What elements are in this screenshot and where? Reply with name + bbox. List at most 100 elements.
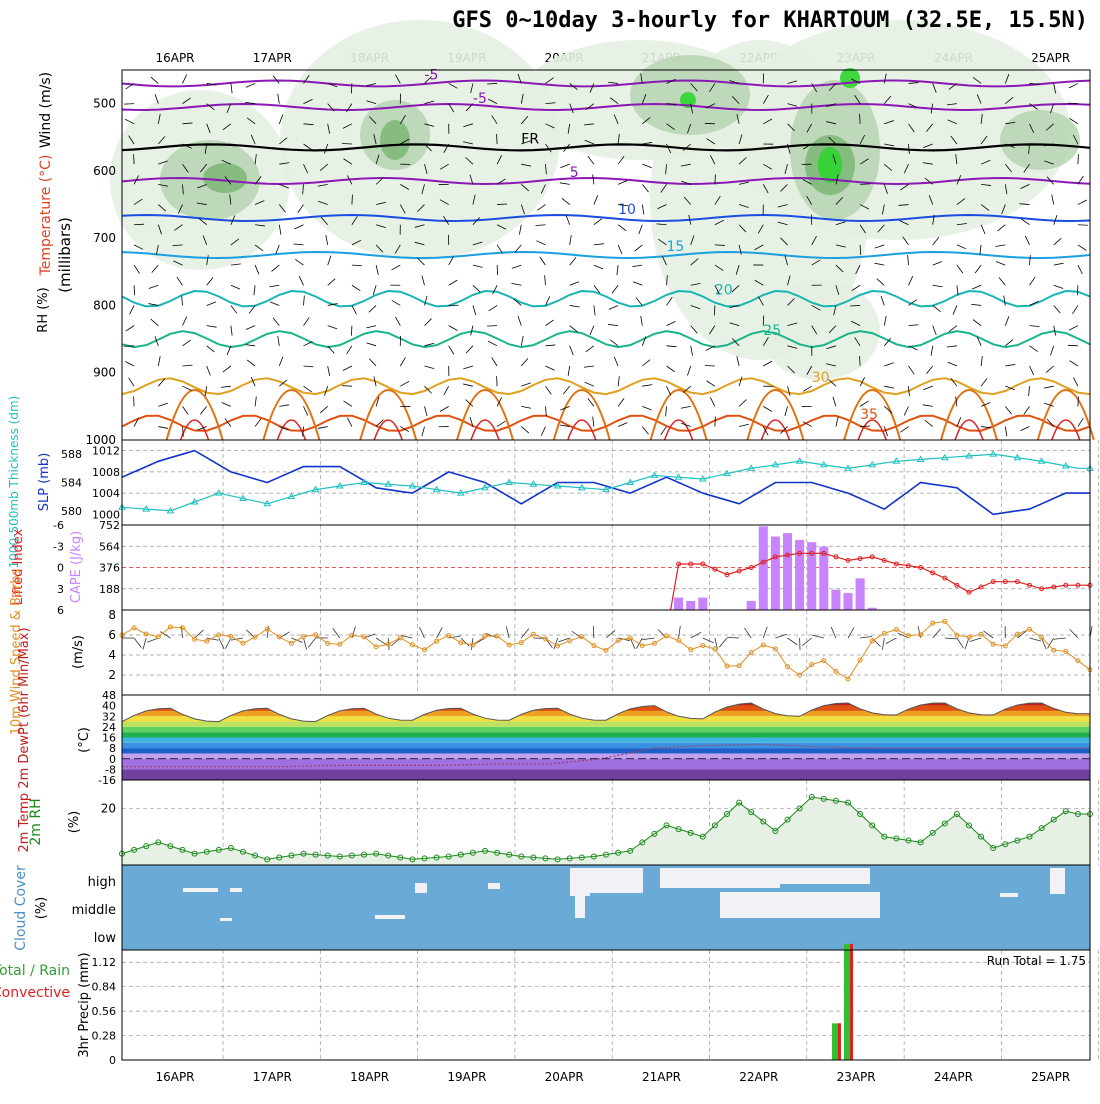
date-label-bottom: 25APR: [1031, 1070, 1070, 1084]
wind-barb: [521, 336, 523, 346]
cloud-patch: [830, 868, 870, 876]
rh2m-panel: 20: [101, 780, 1099, 865]
pressure-tick: 700: [93, 231, 116, 245]
wind-barb: [295, 259, 303, 265]
cape-bar: [807, 542, 816, 610]
wind-barb: [1078, 265, 1083, 274]
wind-barb: [536, 241, 545, 245]
precip-axis-label: 3hr Precip (mm): [77, 952, 92, 1057]
wind-barb: [492, 358, 497, 366]
wind-barb: [1052, 195, 1054, 205]
wind-barb: [636, 298, 642, 306]
surface-wind-barb: [521, 629, 529, 638]
wind-barb: [1005, 427, 1007, 437]
wind-barb: [1054, 285, 1063, 288]
wind-barb: [975, 265, 981, 273]
wind-barb: [642, 406, 651, 410]
wind-barb: [541, 427, 545, 436]
wind-barb: [152, 265, 159, 273]
cape-bar: [686, 601, 695, 610]
wind-barb: [562, 198, 570, 204]
isotherm-30: [122, 378, 1090, 394]
wind-barb: [588, 156, 594, 164]
wind-barb: [933, 305, 941, 311]
wind-barb: [347, 418, 352, 427]
date-label-bottom: 18APR: [350, 1070, 389, 1084]
surface-wind-barb: [882, 638, 884, 650]
wind-barb: [609, 305, 618, 309]
date-label-bottom: 22APR: [739, 1070, 778, 1084]
wind-barb: [425, 406, 428, 416]
wind-barb: [1078, 154, 1079, 164]
wind-barb: [255, 265, 259, 274]
wind-barb: [129, 378, 134, 386]
wind-barb: [272, 265, 280, 271]
isotherm-label: 15: [667, 239, 685, 255]
wind-barb: [981, 225, 985, 234]
temp-band: [122, 769, 1090, 780]
wind-barb: [400, 357, 405, 366]
wind-barb: [739, 400, 746, 407]
temp-band: [122, 722, 1090, 727]
wind-barb: [933, 326, 937, 335]
wind-barb: [246, 326, 255, 330]
wind-barb: [1078, 200, 1087, 205]
wind-barb: [570, 257, 576, 265]
wind-barb: [1046, 366, 1054, 373]
isotherm-label: FR: [521, 131, 539, 147]
cloud-level-label: middle: [72, 903, 116, 918]
wind-barb: [376, 265, 378, 275]
surface-wind-barb: [1030, 638, 1042, 641]
cape-tick: 376: [99, 562, 120, 575]
wind-barb: [207, 366, 211, 375]
precip-total-label: Total / Rain: [0, 963, 70, 979]
wind-barb: [346, 346, 351, 354]
surface-wind-barb: [246, 630, 255, 638]
isotherm-label: -5: [473, 91, 487, 107]
wind-barb: [546, 320, 554, 326]
temp-band: [122, 743, 1090, 748]
surface-wind-barb: [506, 626, 509, 638]
wind-barb: [1050, 346, 1053, 355]
wind-barb: [739, 377, 742, 387]
wind-barb: [207, 346, 215, 352]
wind-barb: [568, 366, 570, 376]
rh-shading: [380, 120, 410, 160]
wind-barb: [852, 285, 860, 290]
wind-barb: [299, 276, 303, 285]
wind-barb: [342, 143, 352, 144]
wind-barb: [788, 386, 791, 396]
cape-axis-label: CAPE (J/kg): [69, 531, 84, 603]
wind-barb: [369, 305, 376, 312]
wind-barb: [497, 421, 505, 426]
wind-barb: [1078, 225, 1088, 226]
cloud-patch: [220, 918, 232, 921]
wind-barb: [705, 365, 715, 366]
wind-barb: [546, 386, 552, 394]
wind-barb: [304, 366, 314, 367]
wind-barb: [999, 278, 1005, 286]
wind-barb: [130, 305, 135, 314]
wind-barb: [560, 183, 570, 185]
wind-barb: [1004, 296, 1006, 306]
wind-barb: [1078, 245, 1086, 250]
date-label-top: 25APR: [1031, 51, 1070, 65]
wind-barb: [1044, 386, 1054, 388]
wind-barb: [875, 245, 884, 248]
wind-barb: [639, 225, 643, 234]
wind-barb: [183, 340, 191, 346]
wind-barb: [488, 341, 497, 346]
wind-barb: [715, 174, 716, 184]
wind-barb: [1005, 340, 1013, 346]
surface-wind-barb: [744, 628, 751, 638]
wind-barb: [667, 386, 671, 395]
wind-barb: [1030, 366, 1034, 375]
wind-barb: [1024, 406, 1030, 414]
wind-barb: [537, 205, 545, 211]
wind-barb: [715, 417, 716, 427]
wind-barb: [273, 318, 279, 326]
wind-speed-line: [122, 621, 1090, 679]
